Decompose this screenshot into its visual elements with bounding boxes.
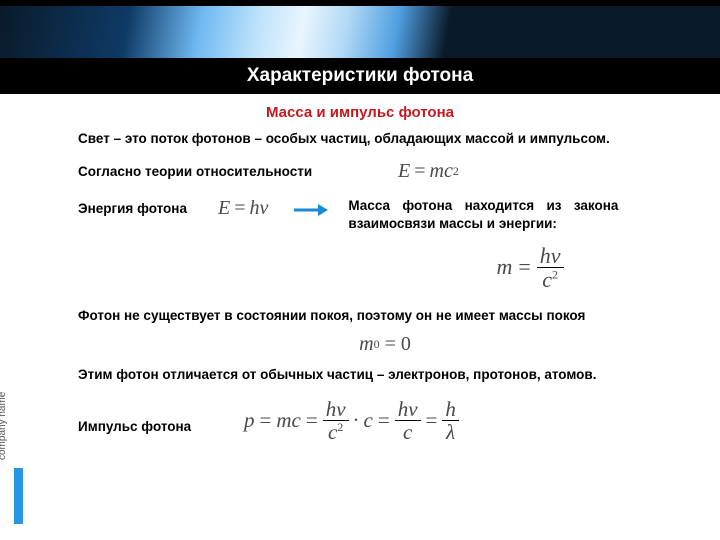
formula-m0-row: m0 = 0 — [78, 333, 692, 356]
formula-mass-row: m = hν c2 — [368, 244, 692, 291]
relativity-row: Согласно теории относительности E = mc2 — [78, 160, 692, 183]
relativity-label: Согласно теории относительности — [78, 163, 338, 181]
impulse-row: Импульс фотона p = mc = hν c2 · c = hν c… — [78, 398, 692, 443]
arrow-icon — [294, 203, 328, 217]
formula-emc2: E = mc2 — [398, 160, 459, 183]
formula-m0: m0 = 0 — [359, 333, 411, 356]
differs-label: Этим фотон отличается от обычных частиц … — [78, 366, 692, 384]
impulse-label: Импульс фотона — [78, 406, 208, 436]
content-area: Свет – это поток фотонов – особых частиц… — [78, 130, 692, 443]
sidebar-accent — [14, 468, 23, 524]
energy-label: Энергия фотона — [78, 197, 200, 218]
subtitle: Масса и импульс фотона — [0, 104, 720, 121]
sidebar: company name — [0, 70, 38, 540]
formula-impulse: p = mc = hν c2 · c = hν c = h λ — [244, 398, 459, 443]
title-bar: Характеристики фотона — [0, 58, 720, 94]
intro-paragraph: Свет – это поток фотонов – особых частиц… — [78, 130, 692, 148]
slide-title: Характеристики фотона — [247, 65, 473, 87]
banner-bg — [0, 0, 720, 64]
banner — [0, 0, 720, 64]
slide: Характеристики фотона Масса и импульс фо… — [0, 0, 720, 540]
banner-top-strip — [0, 0, 720, 6]
company-label: company name — [0, 392, 8, 460]
mass-law-label: Масса фотона находится из закона взаимос… — [348, 197, 618, 233]
formula-ehnu: E = hν — [218, 197, 268, 220]
no-rest-label: Фотон не существует в состоянии покоя, п… — [78, 307, 692, 325]
energy-row: Энергия фотона E = hν Масса фотона наход… — [78, 197, 692, 233]
formula-mass: m = hν c2 — [496, 244, 563, 291]
